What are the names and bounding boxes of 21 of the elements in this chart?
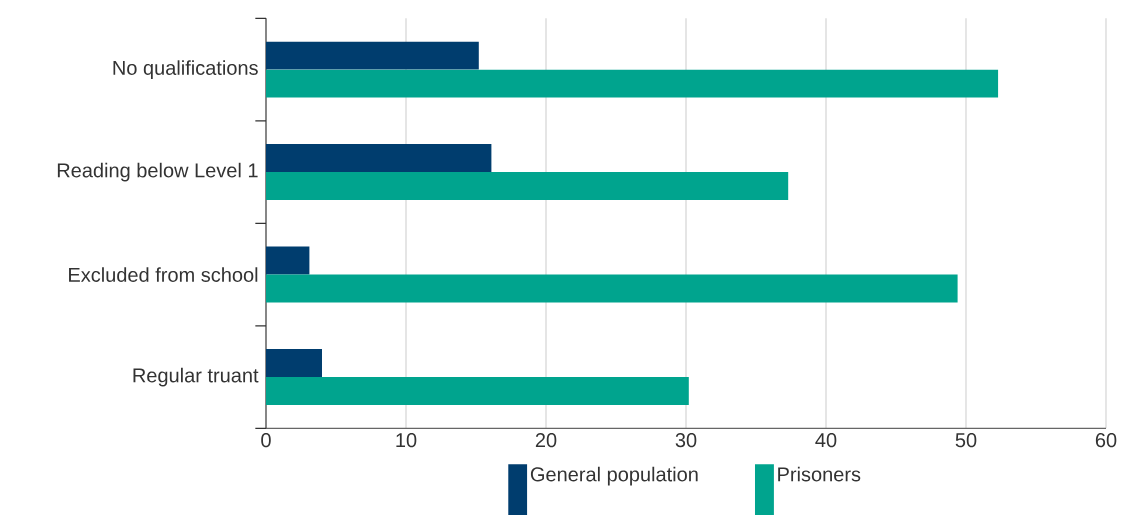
x-tick-label: 0	[261, 433, 271, 448]
y-tick-label: Regular truant	[133, 367, 259, 387]
x-tick-label: 60	[1095, 433, 1117, 448]
bar	[266, 172, 789, 201]
x-tick-label: 40	[815, 433, 837, 448]
bar	[266, 69, 999, 98]
bar	[266, 377, 689, 406]
bar	[266, 144, 492, 173]
y-tick-label: No qualifications	[113, 60, 258, 79]
x-tick-label: 50	[955, 433, 977, 448]
bar	[266, 246, 310, 275]
x-tick-label: 10	[396, 433, 417, 448]
y-tick-label: Excluded from school	[69, 267, 258, 282]
bar	[266, 349, 322, 378]
x-tick-label: 20	[535, 433, 557, 448]
bar	[266, 41, 479, 70]
bar	[266, 274, 958, 303]
x-tick-label: 30	[675, 433, 697, 448]
y-tick-label: Reading below Level 1	[57, 162, 258, 182]
text: General population	[530, 466, 698, 486]
text: Prisoners	[778, 466, 861, 482]
